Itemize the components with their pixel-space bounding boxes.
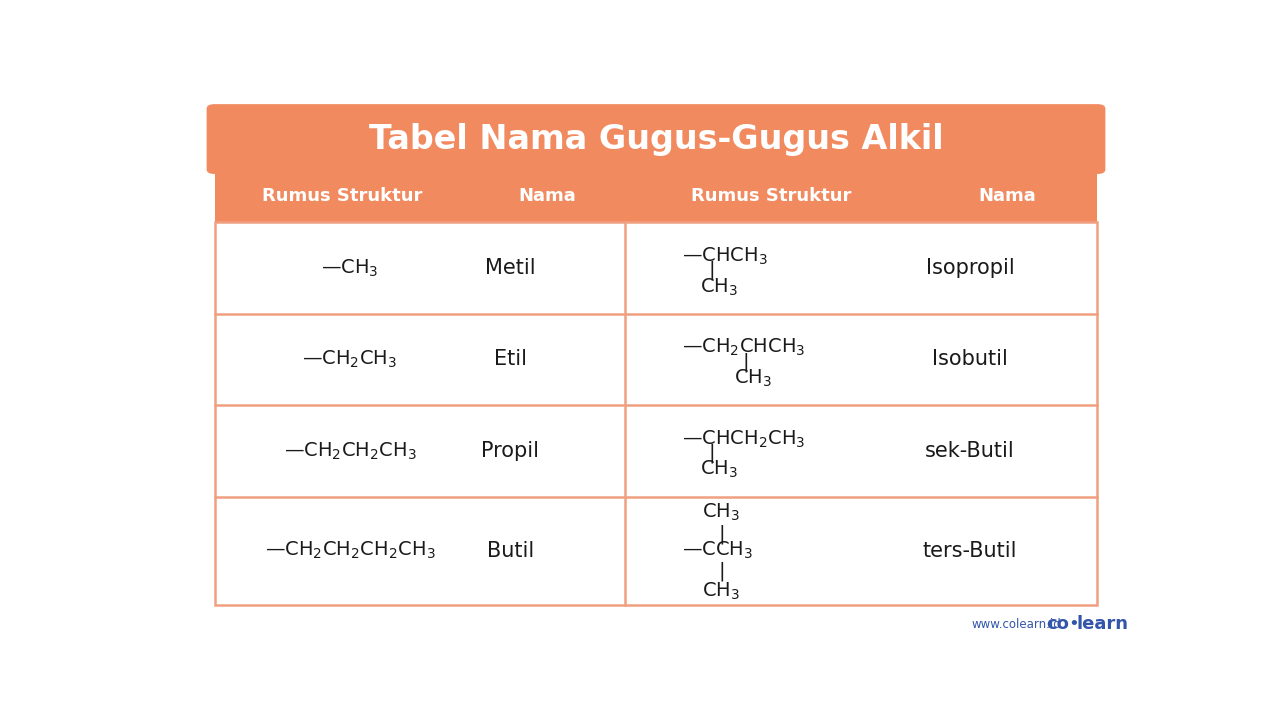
Text: |: | [708, 261, 714, 280]
Text: $\mathregular{— CH_2CH_2CH_3}$: $\mathregular{— CH_2CH_2CH_3}$ [284, 440, 416, 462]
Text: Propil: Propil [481, 441, 539, 461]
Text: Tabel Nama Gugus-Gugus Alkil: Tabel Nama Gugus-Gugus Alkil [369, 122, 943, 156]
Text: |: | [718, 561, 724, 580]
Text: Metil: Metil [485, 258, 535, 278]
Text: $\mathregular{— CH_2CHCH_3}$: $\mathregular{— CH_2CHCH_3}$ [682, 337, 805, 358]
Text: |: | [718, 524, 724, 544]
Text: www.colearn.id: www.colearn.id [972, 618, 1061, 631]
Text: |: | [708, 444, 714, 463]
Text: $\mathregular{CH_3}$: $\mathregular{CH_3}$ [700, 459, 737, 480]
Bar [215, 222, 1097, 605]
Text: Rumus Struktur: Rumus Struktur [691, 187, 851, 205]
Text: $\mathregular{— CCH_3}$: $\mathregular{— CCH_3}$ [682, 540, 753, 562]
Text: •: • [1069, 615, 1079, 633]
Text: Rumus Struktur: Rumus Struktur [261, 187, 422, 205]
Text: Etil: Etil [494, 349, 526, 369]
Text: Isopropil: Isopropil [925, 258, 1014, 278]
FancyBboxPatch shape [206, 104, 1106, 174]
Text: $\mathregular{— CHCH_2CH_3}$: $\mathregular{— CHCH_2CH_3}$ [682, 428, 805, 449]
Text: learn: learn [1076, 615, 1129, 633]
Text: $\mathregular{— CH_2CH_3}$: $\mathregular{— CH_2CH_3}$ [302, 348, 398, 370]
Bar [215, 222, 1097, 605]
Text: Nama: Nama [979, 187, 1037, 205]
Text: $\mathregular{— CHCH_3}$: $\mathregular{— CHCH_3}$ [682, 246, 768, 266]
Text: $\mathregular{CH_3}$: $\mathregular{CH_3}$ [701, 502, 740, 523]
Text: Butil: Butil [486, 541, 534, 561]
Text: $\mathregular{— CH_2CH_2CH_2CH_3}$: $\mathregular{— CH_2CH_2CH_2CH_3}$ [265, 540, 435, 562]
Bar [215, 169, 1097, 222]
Text: $\mathregular{— CH_3}$: $\mathregular{— CH_3}$ [321, 257, 379, 279]
Text: ters-Butil: ters-Butil [923, 541, 1018, 561]
Text: Isobutil: Isobutil [932, 349, 1007, 369]
Text: co: co [1046, 615, 1069, 633]
Text: |: | [742, 352, 750, 372]
Text: Nama: Nama [518, 187, 576, 205]
Text: $\mathregular{CH_3}$: $\mathregular{CH_3}$ [700, 276, 737, 297]
Text: sek-Butil: sek-Butil [925, 441, 1015, 461]
Text: $\mathregular{CH_3}$: $\mathregular{CH_3}$ [701, 580, 740, 602]
Text: $\mathregular{CH_3}$: $\mathregular{CH_3}$ [735, 368, 772, 389]
